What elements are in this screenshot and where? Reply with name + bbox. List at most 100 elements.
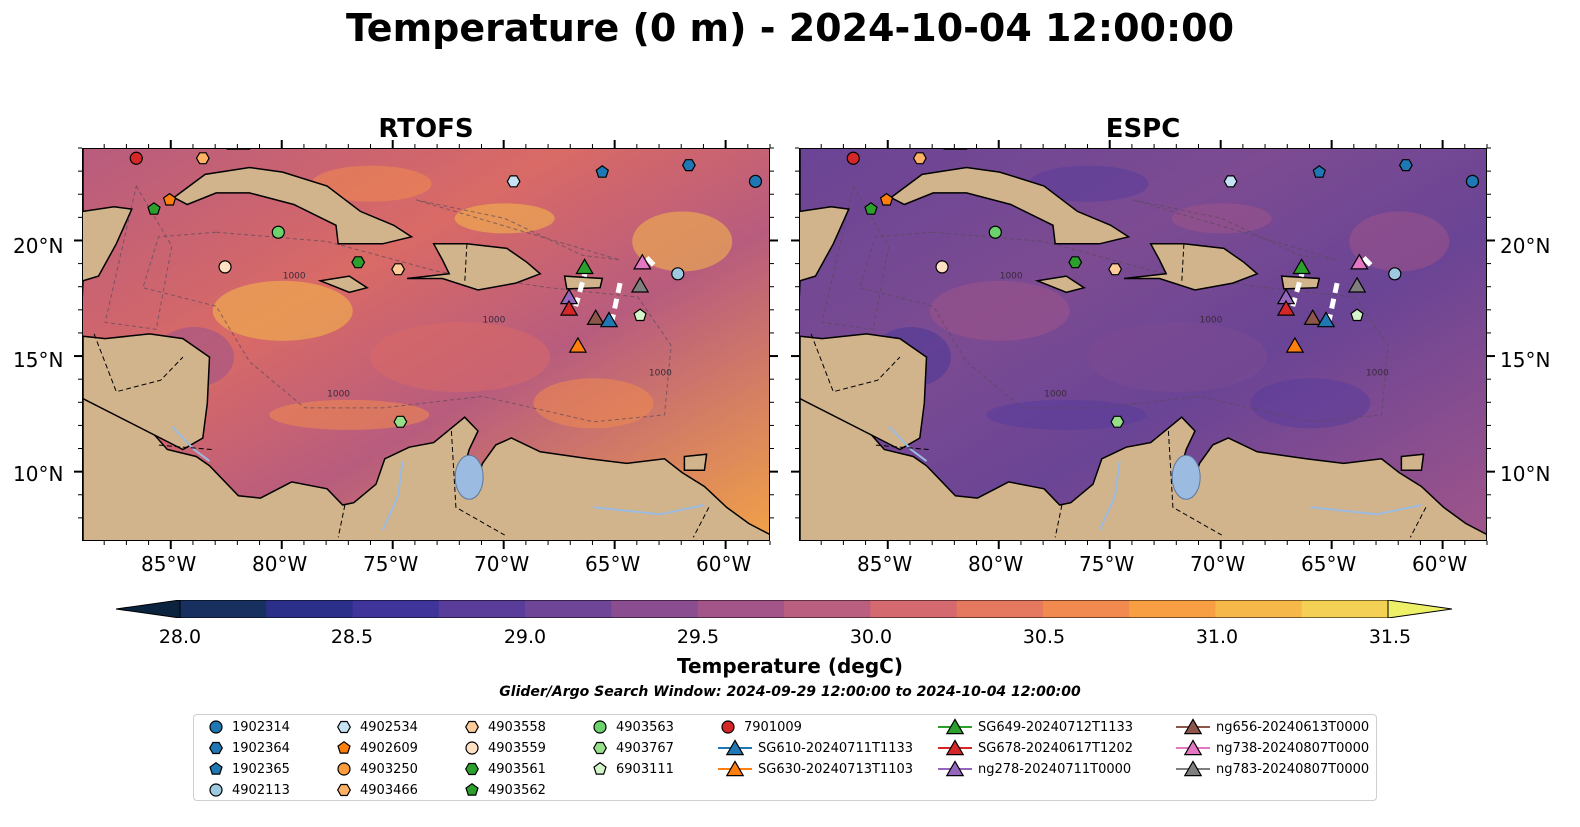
platform-marker-SG678-20240617T1202[interactable] [1276,299,1296,316]
platform-marker-6903111[interactable] [633,308,647,322]
platform-marker-1902314[interactable] [748,174,763,188]
platform-marker-4903561[interactable] [1068,256,1083,269]
lake-maracaibo [1171,454,1201,500]
platform-marker-1902314[interactable] [1465,174,1480,188]
legend-marker [593,761,607,775]
platform-marker-7901009[interactable] [129,151,143,165]
pentagon-icon [593,761,607,775]
lon-tick-label: 70°W [474,552,530,576]
platform-marker-7901009[interactable] [846,151,860,165]
colorbar-segment [525,600,612,618]
lon-tick-label: 85°W [857,552,913,576]
platform-marker-4903466[interactable] [912,152,927,165]
triangle-icon [718,760,752,777]
legend-marker [465,720,479,734]
platform-marker-ng656-20240613T0000[interactable] [1303,309,1322,325]
platform-marker-ng738-20240807T0000[interactable] [1350,253,1369,270]
temperature-swirl [454,203,555,234]
platform-marker-1902364[interactable] [681,159,696,172]
platform-marker-4903559[interactable] [218,260,232,274]
colorbar-tick: 31.0 [1195,626,1239,648]
platform-marker-SG610-20240711T1133[interactable] [599,311,619,328]
platform-marker-ng783-20240807T0000[interactable] [1347,276,1367,293]
legend-marker [1183,760,1203,777]
colorbar-label: Temperature (degC) [677,654,903,678]
map-panel-espc[interactable]: 1000 1000 1000 1000 [799,148,1487,541]
legend-marker [1183,739,1203,756]
legend-label: 4903562 [488,782,546,798]
platform-marker-4902534[interactable] [1223,175,1238,188]
platform-marker-4903558[interactable] [1108,263,1123,276]
legend-item: 4903559 [462,738,546,758]
platform-marker-1902365[interactable] [1312,165,1327,178]
legend-marker [465,762,479,776]
platform-marker-4903561[interactable] [351,256,366,269]
legend-label: 4903558 [488,719,546,735]
temperature-swirl [929,280,1070,341]
triangle-icon [938,760,972,777]
land-yucatan_hond [800,149,850,299]
temperature-swirl [1250,378,1371,429]
platform-marker-ng783-20240807T0000[interactable] [630,276,650,293]
bathymetry-contour [1132,199,1338,261]
map-panel-rtofs[interactable]: 1000 1000 1000 1000 [82,148,770,541]
platform-marker-4902113[interactable] [671,267,685,281]
platform-marker-SG678-20240617T1202[interactable] [559,299,579,316]
platform-marker-1902365[interactable] [595,165,610,178]
colorbar-segment [438,600,526,618]
platform-marker-4902609[interactable] [162,192,177,206]
legend-marker [945,718,965,735]
platform-marker-SG649-20240712T1133[interactable] [1292,258,1311,275]
platform-marker-4903466[interactable] [195,152,210,165]
legend-item: ng278-20240711T0000 [938,759,1131,779]
colorbar-tick: 29.5 [676,626,720,648]
platform-marker-1902364[interactable] [1398,159,1413,172]
lon-tick-label: 80°W [252,552,308,576]
platform-marker-ng738-20240807T0000[interactable] [633,253,652,270]
platform-marker-4903562[interactable] [147,202,161,215]
platform-marker-4903563[interactable] [988,225,1002,239]
platform-marker-SG630-20240713T1103[interactable] [1285,336,1305,353]
colorbar-extend-low [116,600,181,618]
platform-marker-4903562[interactable] [864,202,878,215]
platform-marker-4903559[interactable] [935,260,949,274]
country-border [464,243,468,284]
platform-marker-4903767[interactable] [1110,415,1125,428]
land-puertorico [563,275,604,290]
platform-marker-SG610-20240711T1133[interactable] [1316,311,1336,328]
platform-marker-4902534[interactable] [506,175,521,188]
contour-label: 1000 [1366,369,1389,379]
colorbar-segment [870,600,958,618]
river [593,504,705,516]
contour-label: 1000 [327,389,350,399]
country-border [1167,430,1222,536]
legend-label: SG678-20240617T1202 [978,740,1134,756]
platform-marker-4903563[interactable] [271,225,285,239]
hexagon-icon [593,741,607,755]
platform-marker-SG630-20240713T1103[interactable] [568,336,588,353]
triangle-icon [1176,760,1210,777]
country-border [810,333,901,393]
legend-label: SG610-20240711T1133 [758,740,914,756]
platform-marker-4902609[interactable] [879,192,894,206]
platform-marker-4903767[interactable] [393,415,408,428]
country-border [873,444,929,450]
legend-label: 7901009 [744,719,802,735]
triangle-icon [718,739,752,756]
triangle-icon [1176,739,1210,756]
contour-label: 1000 [649,369,672,379]
legend-marker [337,783,351,797]
legend-item: 1902314 [206,717,290,737]
bathymetry-contour [415,199,621,261]
platform-marker-SG649-20240712T1133[interactable] [575,258,594,275]
platform-marker-4903558[interactable] [391,263,406,276]
temperature-swirl [632,211,733,272]
temperature-swirl [1171,203,1272,234]
lat-tick-label: 10°N [1500,462,1551,486]
platform-marker-ng656-20240613T0000[interactable] [586,309,605,325]
platform-marker-4902113[interactable] [1388,267,1402,281]
land-trinidad [683,453,708,472]
platform-marker-6903111[interactable] [1350,308,1364,322]
triangle-icon [1176,718,1210,735]
legend-label: 4903563 [616,719,674,735]
